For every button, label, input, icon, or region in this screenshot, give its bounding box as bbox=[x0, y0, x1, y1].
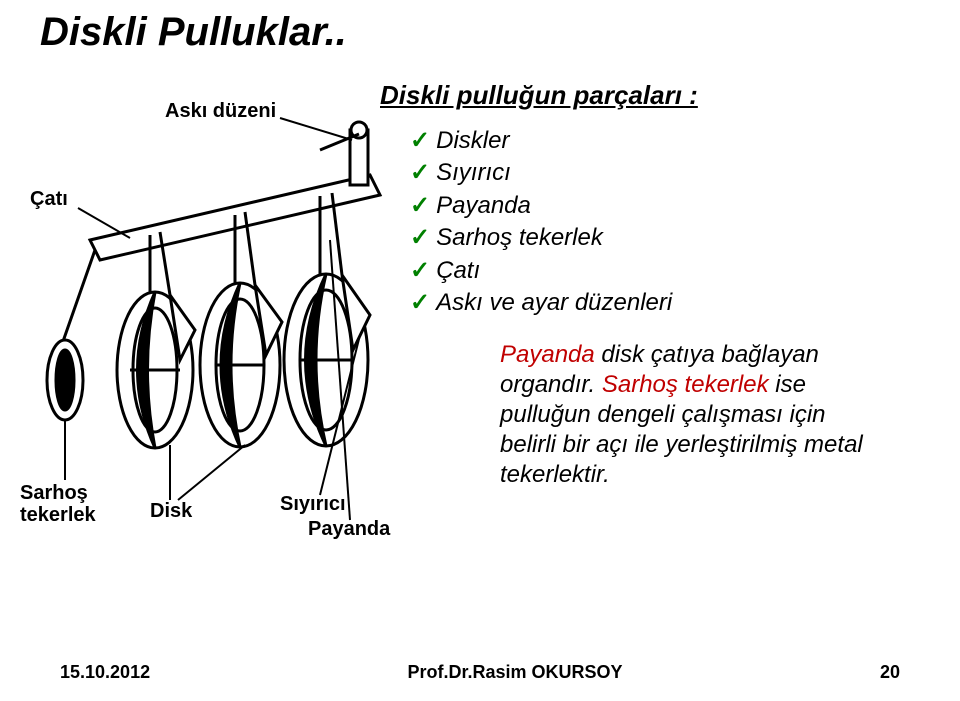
label-payanda: Payanda bbox=[308, 518, 390, 541]
label-aski: Askı düzeni bbox=[165, 100, 276, 123]
footer-page: 20 bbox=[880, 662, 900, 683]
term-sarhos: Sarhoş tekerlek bbox=[602, 371, 769, 398]
term-payanda: Payanda bbox=[500, 341, 595, 368]
label-cati: Çatı bbox=[30, 188, 68, 211]
footer-author: Prof.Dr.Rasim OKURSOY bbox=[408, 662, 623, 683]
page-title: Diskli Pulluklar.. bbox=[40, 10, 347, 55]
description-paragraph: Payanda disk çatıya bağlayan organdır. S… bbox=[500, 340, 870, 490]
label-sarhos-1: Sarhoş bbox=[20, 482, 88, 505]
diagram-svg bbox=[20, 100, 480, 540]
label-disk: Disk bbox=[150, 500, 192, 523]
footer-date: 15.10.2012 bbox=[60, 662, 150, 683]
slide: Diskli Pulluklar.. Diskli pulluğun parça… bbox=[0, 0, 960, 701]
label-sarhos-2: tekerlek bbox=[20, 504, 96, 527]
label-siyirici: Sıyırıcı bbox=[280, 493, 346, 516]
plow-diagram: Askı düzeni Çatı Sarhoş tekerlek Disk Sı… bbox=[20, 100, 480, 540]
footer: 15.10.2012 Prof.Dr.Rasim OKURSOY 20 bbox=[0, 662, 960, 683]
